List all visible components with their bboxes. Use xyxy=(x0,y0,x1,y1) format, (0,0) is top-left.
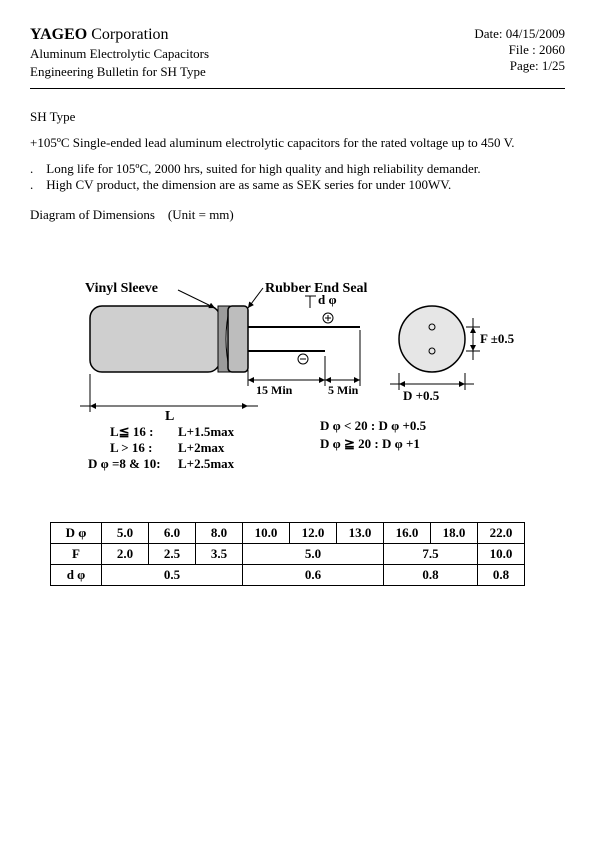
row-label-F: F xyxy=(51,544,102,565)
five-min-label: 5 Min xyxy=(328,383,359,397)
table-cell: 0.5 xyxy=(102,565,243,586)
table-cell: 7.5 xyxy=(384,544,478,565)
file: File : 2060 xyxy=(474,42,565,58)
table-cell: 2.0 xyxy=(102,544,149,565)
capacitor-face xyxy=(399,306,465,372)
subtitle-1: Aluminum Electrolytic Capacitors xyxy=(30,46,209,62)
table-cell: 10.0 xyxy=(243,523,290,544)
dimension-diagram: Vinyl Sleeve Rubber End Seal d φ F ±0.5 … xyxy=(50,278,565,586)
table-cell: 5.0 xyxy=(243,544,384,565)
vinyl-sleeve-label: Vinyl Sleeve xyxy=(85,281,158,296)
page: Page: 1/25 xyxy=(474,58,565,74)
header-left: YAGEO Corporation Aluminum Electrolytic … xyxy=(30,26,209,80)
rule1b: L+1.5max xyxy=(178,424,235,439)
row-label-d: d φ xyxy=(51,565,102,586)
table-cell: 0.6 xyxy=(243,565,384,586)
rule2b: L+2max xyxy=(178,440,225,455)
table-row: d φ 0.5 0.6 0.8 0.8 xyxy=(51,565,525,586)
rule1a: L≦ 16 : xyxy=(110,424,153,439)
header-right: Date: 04/15/2009 File : 2060 Page: 1/25 xyxy=(474,26,565,74)
bullet-1: . Long life for 105ºC, 2000 hrs, suited … xyxy=(30,161,565,177)
table-cell: 10.0 xyxy=(478,544,525,565)
bullet-2: . High CV product, the dimension are as … xyxy=(30,177,565,193)
d-phi-label: d φ xyxy=(318,292,337,307)
table-cell: 5.0 xyxy=(102,523,149,544)
D-tol-label: D +0.5 xyxy=(403,388,440,403)
table-cell: 22.0 xyxy=(478,523,525,544)
table-cell: 0.8 xyxy=(478,565,525,586)
company-bold: YAGEO xyxy=(30,26,87,43)
table-cell: 18.0 xyxy=(431,523,478,544)
cond2: D φ ≧ 20 : D φ +1 xyxy=(320,436,420,451)
doc-header: YAGEO Corporation Aluminum Electrolytic … xyxy=(30,26,565,80)
diagram-svg: Vinyl Sleeve Rubber End Seal d φ F ±0.5 … xyxy=(50,278,550,518)
L-label: L xyxy=(165,409,174,424)
rule3b: L+2.5max xyxy=(178,456,235,471)
table-cell: 8.0 xyxy=(196,523,243,544)
capacitor-side xyxy=(90,306,360,372)
table-cell: 2.5 xyxy=(149,544,196,565)
rule2a: L > 16 : xyxy=(110,440,152,455)
rule3a: D φ =8 & 10: xyxy=(88,456,161,471)
company-name: YAGEO Corporation xyxy=(30,26,209,44)
description: +105ºC Single-ended lead aluminum electr… xyxy=(30,135,565,151)
table-cell: 6.0 xyxy=(149,523,196,544)
dimension-table: D φ 5.0 6.0 8.0 10.0 12.0 13.0 16.0 18.0… xyxy=(50,522,525,586)
sh-type: SH Type xyxy=(30,109,565,125)
subtitle-2: Engineering Bulletin for SH Type xyxy=(30,64,209,80)
table-cell: 13.0 xyxy=(337,523,384,544)
F-tol-label: F ±0.5 xyxy=(480,331,515,346)
table-cell: 12.0 xyxy=(290,523,337,544)
company-rest: Corporation xyxy=(87,26,168,43)
row-label-D: D φ xyxy=(51,523,102,544)
header-rule xyxy=(30,88,565,89)
diagram-title: Diagram of Dimensions (Unit = mm) xyxy=(30,207,565,223)
fifteen-min-label: 15 Min xyxy=(256,383,293,397)
table-row: D φ 5.0 6.0 8.0 10.0 12.0 13.0 16.0 18.0… xyxy=(51,523,525,544)
table-cell: 0.8 xyxy=(384,565,478,586)
cond1: D φ < 20 : D φ +0.5 xyxy=(320,418,427,433)
table-cell: 3.5 xyxy=(196,544,243,565)
table-row: F 2.0 2.5 3.5 5.0 7.5 10.0 xyxy=(51,544,525,565)
rubber-end-seal-label: Rubber End Seal xyxy=(265,281,368,296)
table-cell: 16.0 xyxy=(384,523,431,544)
date: Date: 04/15/2009 xyxy=(474,26,565,42)
